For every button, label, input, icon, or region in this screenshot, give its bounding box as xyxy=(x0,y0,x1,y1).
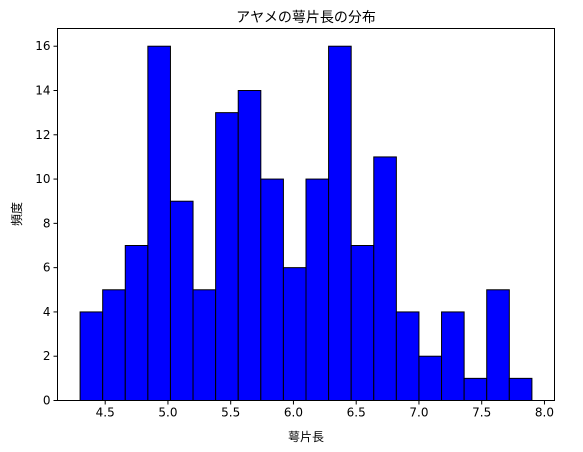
x-axis-label: 萼片長 xyxy=(288,430,324,444)
x-axis-ticks: 4.5 5.0 5.5 6.0 6.5 7.0 7.5 8.0 xyxy=(96,400,554,420)
histogram-bar xyxy=(328,45,352,401)
x-tick-label: 6.0 xyxy=(284,406,303,420)
histogram-bar xyxy=(350,245,375,401)
histogram-bar xyxy=(215,112,239,402)
histogram-bar xyxy=(463,377,488,402)
histogram-bar xyxy=(395,311,420,401)
x-tick-label: 8.0 xyxy=(535,406,554,420)
histogram-bar xyxy=(192,289,217,401)
histogram-bar xyxy=(124,245,149,401)
histogram-bar xyxy=(147,45,171,401)
y-tick-label: 4 xyxy=(43,305,51,319)
plot-frame xyxy=(57,28,555,401)
y-tick-label: 2 xyxy=(43,349,51,363)
y-tick-label: 16 xyxy=(35,39,50,53)
y-tick-label: 8 xyxy=(43,216,51,230)
y-tick-label: 10 xyxy=(35,172,50,186)
y-tick-label: 6 xyxy=(43,261,51,275)
bars-group xyxy=(79,45,533,402)
x-tick-label: 7.0 xyxy=(409,406,428,420)
histogram-bar xyxy=(102,289,126,401)
histogram-bar xyxy=(418,355,443,402)
y-tick-label: 14 xyxy=(35,84,50,98)
histogram-bar xyxy=(441,311,465,401)
y-tick-label: 12 xyxy=(35,128,50,142)
y-tick-label: 0 xyxy=(43,394,51,408)
x-tick-label: 4.5 xyxy=(96,406,115,420)
chart-title: アヤメの萼片長の分布 xyxy=(236,10,376,26)
y-axis-label: 頻度 xyxy=(9,202,24,226)
histogram-bar xyxy=(305,178,330,401)
histogram-bar xyxy=(79,311,104,401)
histogram-bar xyxy=(508,377,533,402)
histogram-bar xyxy=(237,90,262,401)
histogram-bar xyxy=(486,289,510,401)
x-tick-label: 7.5 xyxy=(472,406,491,420)
histogram-bar xyxy=(373,156,397,401)
y-axis-ticks: 0 2 4 6 8 10 12 14 16 xyxy=(35,39,58,408)
histogram-bar xyxy=(260,178,284,401)
histogram-bar xyxy=(169,200,194,401)
x-tick-label: 5.0 xyxy=(158,406,177,420)
histogram-bar xyxy=(282,267,307,401)
x-tick-label: 6.5 xyxy=(347,406,366,420)
x-tick-label: 5.5 xyxy=(221,406,240,420)
